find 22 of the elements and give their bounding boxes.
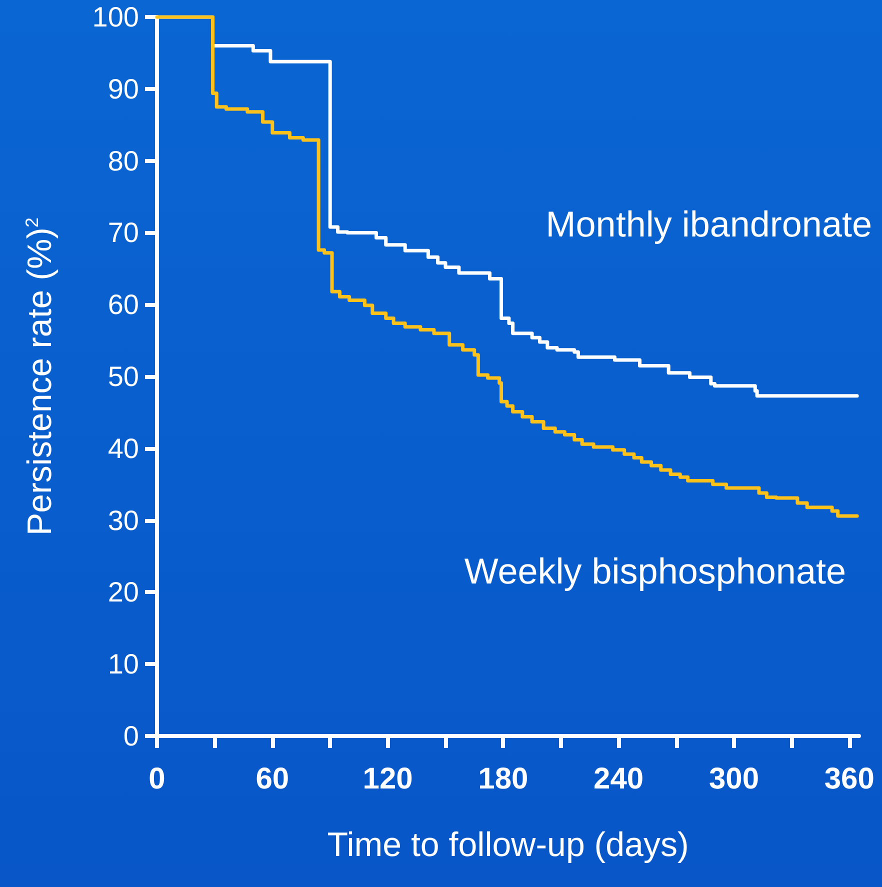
y-tick-label: 50 xyxy=(108,361,139,392)
x-tick-label: 0 xyxy=(148,762,166,796)
y-tick-label: 10 xyxy=(108,648,139,680)
x-tick-label: 120 xyxy=(362,762,413,796)
y-tick-label: 100 xyxy=(92,2,139,32)
x-axis-title: Time to follow-up (days) xyxy=(327,826,689,864)
x-tick-label: 180 xyxy=(478,762,528,796)
x-tick-label: 360 xyxy=(824,762,874,796)
y-tick-label: 80 xyxy=(108,145,139,176)
y-axis-title: Persistence rate (%)2 xyxy=(21,217,59,536)
y-tick-label: 20 xyxy=(108,576,139,608)
series-label: Weekly bisphosphonate xyxy=(464,550,846,592)
y-tick-label: 60 xyxy=(108,289,139,320)
y-tick-label: 0 xyxy=(123,720,139,752)
y-tick-label: 40 xyxy=(108,432,139,464)
series-label: Monthly ibandronate xyxy=(546,203,872,244)
x-tick-label: 60 xyxy=(256,762,290,796)
y-tick-label: 30 xyxy=(108,504,139,536)
y-tick-label: 90 xyxy=(108,73,139,104)
x-tick-label: 240 xyxy=(594,762,644,796)
y-tick-label: 70 xyxy=(108,217,139,248)
x-tick-label: 300 xyxy=(708,762,760,796)
